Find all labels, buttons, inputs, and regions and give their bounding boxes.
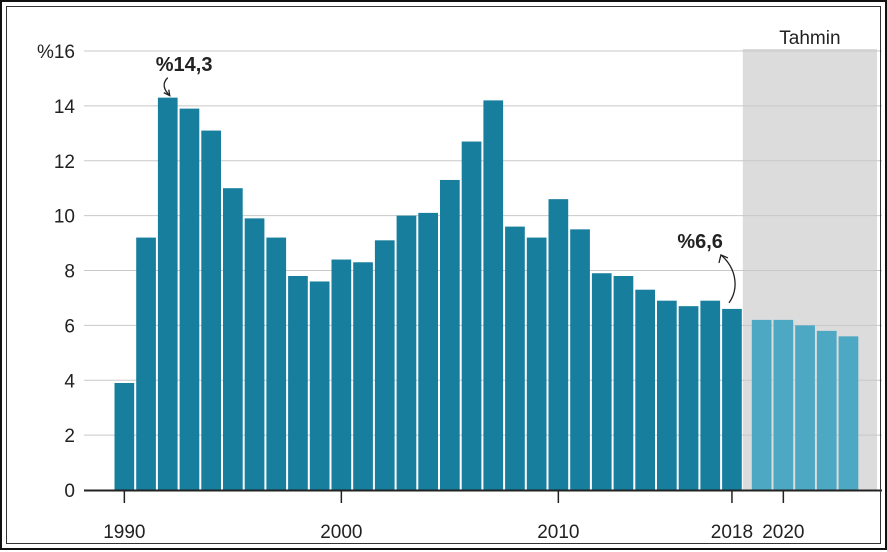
bar-2017: [700, 300, 721, 490]
bar-1998: [288, 275, 308, 490]
y-tick-label: 4: [64, 371, 75, 392]
annotation-latest-arrowhead: [718, 254, 729, 264]
bar-2000: [331, 259, 352, 490]
annotation-peak-label: %14,3: [156, 54, 213, 76]
bars: [114, 97, 859, 491]
bar-2018: [722, 308, 742, 490]
bar-2003: [396, 215, 417, 490]
bar-2012: [591, 273, 612, 490]
bar-2023: [838, 336, 859, 490]
bar-2009: [526, 237, 547, 490]
bar-1992: [157, 97, 178, 491]
annotation-peak-arrow: [163, 77, 171, 97]
bar-2013: [613, 275, 634, 490]
y-tick-label: 0: [64, 481, 75, 502]
bar-2015: [657, 300, 677, 490]
bar-2020: [773, 319, 794, 490]
annotation-peak-arrowhead: [163, 89, 171, 97]
annotation-latest-label: %6,6: [677, 231, 723, 253]
y-tick-label: 2: [64, 426, 75, 447]
bar-1990: [114, 382, 135, 490]
bar-1993: [179, 108, 200, 491]
bar-1991: [136, 237, 156, 490]
y-tick-label: 10: [54, 207, 75, 228]
bar-2004: [418, 212, 438, 490]
x-tick-label: 2018: [711, 522, 753, 543]
bar-1995: [223, 188, 243, 490]
y-tick-label: %16: [37, 42, 75, 63]
annotation-latest-arrow: [720, 254, 736, 304]
y-tick-label: 12: [54, 152, 75, 173]
bar-1996: [244, 218, 265, 490]
bar-2014: [635, 289, 655, 490]
bar-1997: [266, 237, 287, 490]
bar-2010: [548, 199, 569, 490]
bar-2011: [570, 229, 590, 490]
bar-2019: [751, 319, 772, 490]
bar-2021: [795, 325, 815, 490]
x-tick-label: 2010: [537, 522, 579, 543]
x-tick-label: 2020: [762, 522, 804, 543]
bar-1999: [309, 281, 330, 490]
bar-2001: [353, 262, 373, 490]
bar-2008: [505, 226, 525, 490]
bar-2005: [440, 179, 460, 491]
bar-2002: [374, 240, 395, 490]
x-tick-label: 1990: [103, 522, 145, 543]
bar-1994: [201, 130, 221, 490]
annotations: %14,3 %6,6: [156, 54, 736, 304]
bar-2006: [461, 141, 482, 490]
forecast-label: Tahmin: [779, 28, 840, 49]
y-axis-tick-labels: 0 2 4 6 8 10 12 14 %16: [37, 42, 75, 502]
x-tick-label: 2000: [320, 522, 362, 543]
bar-2022: [816, 330, 837, 490]
x-axis-tick-labels: 1990 2000 2010 2018 2020: [103, 491, 804, 543]
bar-2007: [483, 100, 504, 490]
y-tick-label: 6: [64, 316, 75, 337]
bar-2016: [678, 306, 699, 490]
y-tick-label: 8: [64, 262, 75, 283]
y-tick-label: 14: [54, 97, 76, 118]
